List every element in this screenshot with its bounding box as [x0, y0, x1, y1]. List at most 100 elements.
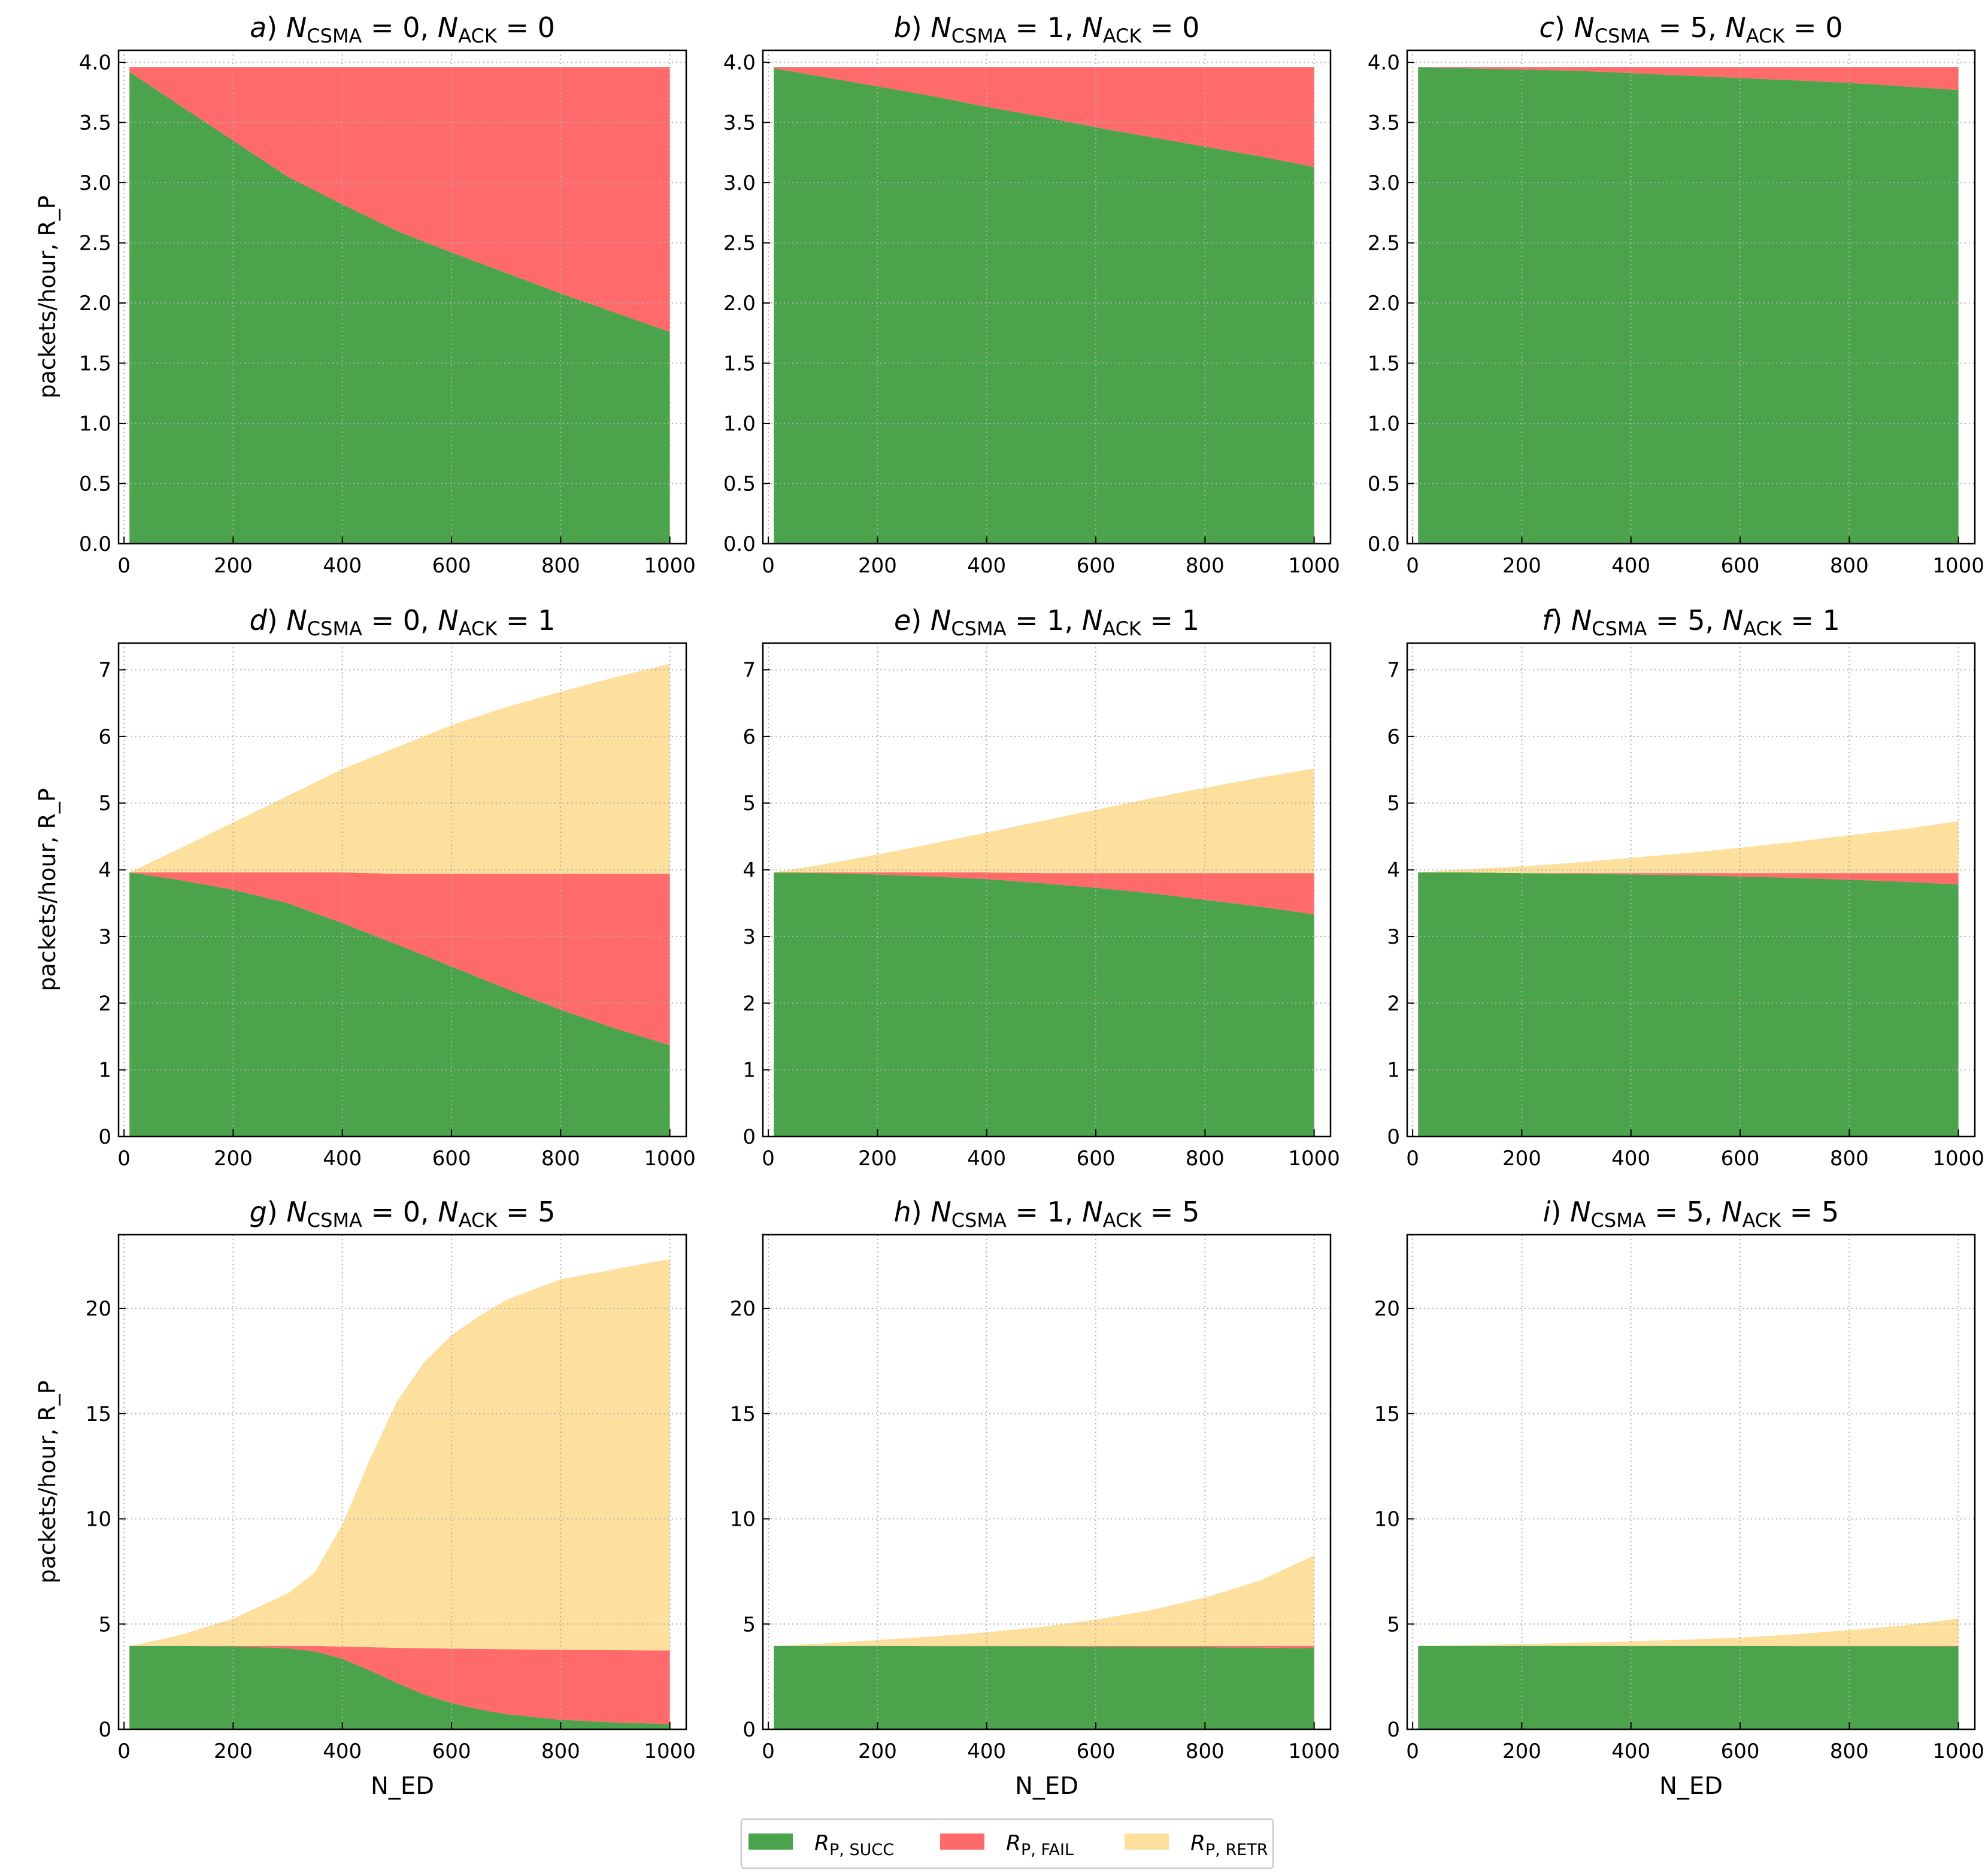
panel-title: e) NCSMA = 1, NACK = 1 — [894, 604, 1199, 640]
y-tick-label: 6 — [1387, 725, 1400, 749]
x-tick-label: 1000 — [644, 554, 696, 578]
x-tick-label: 400 — [323, 1739, 362, 1763]
y-tick-label: 15 — [1374, 1402, 1400, 1426]
y-tick-label: 0 — [98, 1718, 111, 1742]
x-tick-label: 200 — [1502, 1739, 1541, 1763]
x-tick-label: 400 — [967, 554, 1006, 578]
y-tick-label: 4 — [743, 859, 756, 883]
x-tick-label: 400 — [1611, 554, 1650, 578]
panel-h: 0 200 400 600 800 1000 0 5 10 15 20 h) NCSMA = 1, N… — [730, 1196, 1340, 1800]
area-succ — [1418, 1645, 1959, 1729]
y-tick-label: 3 — [1387, 925, 1400, 949]
area-retr — [1418, 821, 1959, 874]
axes-frame — [762, 1233, 1332, 1730]
y-axis-label: packets/hour, R_P — [34, 195, 60, 398]
panel-c: 0 200 400 600 800 1000 0.0 0.5 1.0 1.5 2.0 2.5 3.0 3.… — [1368, 11, 1984, 578]
x-axis-label: N_ED — [1659, 1772, 1723, 1800]
y-tick-label: 0.0 — [79, 532, 111, 556]
axes-frame — [117, 1233, 687, 1730]
x-tick-label: 1000 — [1288, 554, 1340, 578]
y-tick-label: 3 — [98, 925, 111, 949]
x-axis-label: N_ED — [1015, 1772, 1078, 1800]
y-tick-label: 1 — [743, 1059, 756, 1083]
y-tick-label: 1 — [98, 1059, 111, 1083]
y-tick-label: 10 — [730, 1508, 756, 1532]
y-tick-label: 10 — [86, 1508, 111, 1532]
legend-label-retr: RP, RETR — [1190, 1831, 1268, 1859]
x-tick-label: 600 — [1721, 1147, 1760, 1171]
x-tick-label: 600 — [1077, 1739, 1116, 1763]
area-fail — [774, 67, 1314, 167]
y-tick-label: 20 — [730, 1297, 756, 1321]
x-tick-label: 0 — [762, 1147, 775, 1171]
x-tick-label: 200 — [214, 1739, 253, 1763]
y-tick-label: 5 — [98, 1613, 111, 1636]
axes-frame — [762, 642, 1332, 1138]
x-tick-label: 0 — [117, 1147, 131, 1171]
y-tick-label: 3.0 — [1368, 171, 1400, 195]
area-succ — [774, 1645, 1314, 1729]
area-succ — [774, 872, 1314, 1136]
x-tick-label: 1000 — [644, 1147, 696, 1171]
axes-frame — [1406, 1233, 1976, 1730]
y-tick-label: 0 — [1387, 1125, 1400, 1149]
x-tick-label: 600 — [1721, 1739, 1760, 1763]
panel-g: 0 200 400 600 800 1000 0 5 10 15 20 g) NCSMA = 0, N… — [34, 1196, 696, 1800]
y-tick-label: 4.0 — [723, 51, 756, 75]
area-retr — [129, 1259, 670, 1651]
y-tick-label: 3.5 — [79, 111, 111, 135]
x-tick-label: 800 — [541, 1739, 580, 1763]
y-tick-label: 1.0 — [1368, 412, 1400, 436]
panel-e: 0 200 400 600 800 1000 0 1 2 3 4 5 6 7 e) NCSMA = 1, N… — [743, 604, 1340, 1171]
y-tick-label: 2 — [98, 992, 111, 1016]
area-fail — [129, 67, 670, 332]
y-tick-label: 4 — [1387, 859, 1400, 883]
y-tick-label: 3.5 — [723, 111, 756, 135]
x-tick-label: 400 — [967, 1147, 1006, 1171]
x-tick-label: 1000 — [644, 1739, 696, 1763]
area-retr — [774, 768, 1314, 874]
area-fail — [129, 872, 670, 1045]
y-tick-label: 7 — [1387, 659, 1400, 683]
y-tick-label: 2.5 — [723, 232, 756, 256]
x-tick-label: 600 — [1077, 1147, 1116, 1171]
x-tick-label: 1000 — [1288, 1147, 1340, 1171]
y-tick-label: 20 — [1374, 1297, 1400, 1321]
y-tick-label: 0 — [743, 1125, 756, 1149]
x-tick-label: 1000 — [1932, 1147, 1984, 1171]
x-axis-label: N_ED — [371, 1772, 434, 1800]
y-tick-label: 1.5 — [1368, 352, 1400, 376]
x-tick-label: 600 — [1077, 554, 1116, 578]
area-fail — [1418, 1645, 1959, 1647]
x-tick-label: 0 — [1406, 1147, 1419, 1171]
y-tick-label: 7 — [98, 659, 111, 683]
x-tick-label: 0 — [1406, 554, 1419, 578]
y-tick-label: 3.0 — [79, 171, 111, 195]
area-succ — [129, 72, 670, 544]
legend-label-succ: RP, SUCC — [814, 1831, 894, 1859]
y-tick-label: 4.0 — [1368, 51, 1400, 75]
y-tick-label: 6 — [743, 725, 756, 749]
area-fail — [1418, 872, 1959, 885]
y-tick-label: 7 — [743, 659, 756, 683]
y-tick-label: 1.0 — [723, 412, 756, 436]
x-tick-label: 400 — [1611, 1147, 1650, 1171]
x-tick-label: 200 — [858, 1739, 897, 1763]
area-retr — [1418, 1619, 1959, 1646]
y-tick-label: 1.5 — [79, 352, 111, 376]
x-tick-label: 400 — [1611, 1739, 1650, 1763]
y-tick-label: 3 — [743, 925, 756, 949]
x-tick-label: 600 — [432, 554, 471, 578]
area-fail — [774, 1645, 1314, 1648]
x-tick-label: 400 — [323, 1147, 362, 1171]
y-axis-label: packets/hour, R_P — [34, 788, 60, 991]
y-tick-label: 5 — [743, 1613, 756, 1636]
axes-frame — [762, 49, 1332, 545]
area-retr — [129, 663, 670, 874]
panel-b: 0 200 400 600 800 1000 0.0 0.5 1.0 1.5 2.0 2.5 3.0 3.… — [723, 11, 1340, 578]
y-tick-label: 0 — [98, 1125, 111, 1149]
axes-frame — [117, 642, 687, 1138]
panel-title: i) NCSMA = 5, NACK = 5 — [1543, 1196, 1839, 1232]
x-tick-label: 0 — [762, 1739, 775, 1763]
